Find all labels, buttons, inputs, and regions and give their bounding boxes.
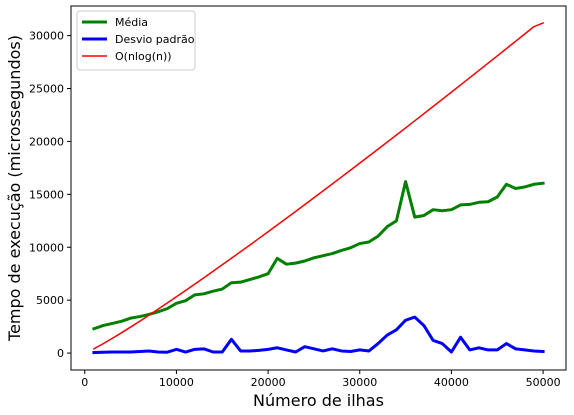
series-line-0 [92,180,545,331]
y-axis-label: Tempo de execução (microssegundos) [5,35,24,342]
legend-label-2: O(nlog(n)) [115,50,172,63]
plot-marks [92,21,545,355]
legend-label-0: Média [115,16,148,29]
legend: Média Desvio padrão O(nlog(n)) [76,10,196,71]
y-tick-label: 5000 [36,294,64,307]
x-tick-label: 30000 [342,376,377,389]
x-tick-label: 20000 [251,376,286,389]
y-tick-label: 10000 [29,241,64,254]
y-tick-label: 15000 [29,188,64,201]
x-axis-label: Número de ilhas [253,391,384,410]
y-tick-label: 25000 [29,83,64,96]
y-axis: 0 5000 10000 15000 20000 25000 30000 [29,30,71,360]
series-line-1 [92,315,545,355]
x-axis: 0 10000 20000 30000 40000 50000 [81,370,561,389]
x-tick-label: 50000 [526,376,561,389]
x-tick-label: 10000 [159,376,194,389]
y-tick-label: 20000 [29,135,64,148]
x-tick-label: 40000 [434,376,469,389]
plot-frame [70,5,567,371]
x-tick-label: 0 [81,376,88,389]
y-tick-label: 30000 [29,30,64,43]
legend-label-1: Desvio padrão [115,33,195,46]
series-line-2 [92,21,545,350]
y-tick-label: 0 [57,347,64,360]
